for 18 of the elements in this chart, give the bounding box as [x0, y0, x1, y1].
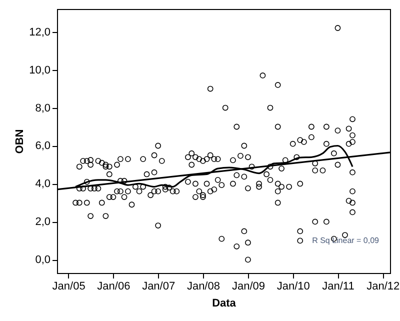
- x-tick-label: Jan/09: [232, 280, 265, 292]
- y-tick-label: 2,0: [35, 216, 50, 228]
- x-tick-label: Jan/05: [52, 280, 86, 292]
- y-axis-title: OBN: [14, 129, 26, 154]
- y-tick-label: 6,0: [35, 140, 50, 152]
- y-tick-label: 4,0: [35, 178, 50, 190]
- x-tick-label: Jan/12: [366, 280, 400, 292]
- annotation: R Sq Linear = 0,09: [312, 236, 380, 245]
- x-tick-label: Jan/10: [276, 280, 310, 292]
- x-tick-label: Jan/08: [186, 280, 220, 292]
- x-tick-label: Jan/11: [322, 280, 354, 292]
- x-axis-title: Data: [212, 298, 237, 310]
- y-tick-label: 0,0: [35, 254, 50, 266]
- x-tick-label: Jan/07: [142, 280, 176, 292]
- y-tick-label: 12,0: [29, 26, 50, 38]
- y-tick-label: 8,0: [35, 102, 50, 114]
- x-tick-label: Jan/06: [97, 280, 130, 292]
- y-tick-label: 10,0: [29, 64, 50, 76]
